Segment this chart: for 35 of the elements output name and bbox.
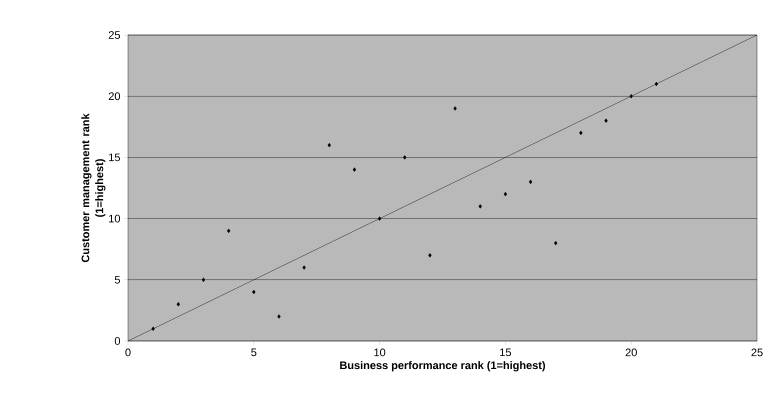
y-tick-label: 0 bbox=[114, 337, 120, 345]
y-tick-label: 15 bbox=[109, 154, 120, 162]
point bbox=[428, 253, 432, 258]
x-tick-label: 20 bbox=[626, 348, 637, 356]
point bbox=[630, 94, 633, 98]
point bbox=[328, 142, 331, 148]
point bbox=[302, 265, 306, 270]
point bbox=[378, 216, 382, 221]
point bbox=[277, 314, 281, 319]
y-tick-label: 10 bbox=[109, 214, 120, 222]
point bbox=[252, 290, 256, 294]
x-tick-label: 25 bbox=[751, 348, 763, 356]
point bbox=[202, 278, 206, 282]
point bbox=[504, 192, 508, 196]
point bbox=[226, 228, 230, 234]
point bbox=[554, 240, 558, 246]
point bbox=[528, 180, 532, 184]
point bbox=[176, 302, 180, 306]
x-tick-label: 0 bbox=[125, 348, 131, 356]
point bbox=[478, 204, 482, 209]
point bbox=[453, 106, 457, 111]
point bbox=[403, 155, 406, 160]
x-tick-label: 5 bbox=[251, 348, 256, 356]
point bbox=[352, 167, 356, 172]
point bbox=[579, 130, 583, 136]
y-tick-label: 25 bbox=[108, 31, 120, 39]
point bbox=[151, 326, 155, 331]
y-tick-label: 5 bbox=[114, 276, 120, 284]
x-tick-label: 10 bbox=[374, 348, 386, 356]
x-tick-label: 15 bbox=[500, 348, 512, 356]
point bbox=[604, 118, 608, 123]
y-tick-label: 20 bbox=[108, 92, 120, 100]
x-axis-title: Business performance rank (1=highest) bbox=[340, 361, 546, 372]
point bbox=[654, 82, 658, 86]
y-axis-title: Customer management rank (1=highest) bbox=[81, 113, 106, 262]
